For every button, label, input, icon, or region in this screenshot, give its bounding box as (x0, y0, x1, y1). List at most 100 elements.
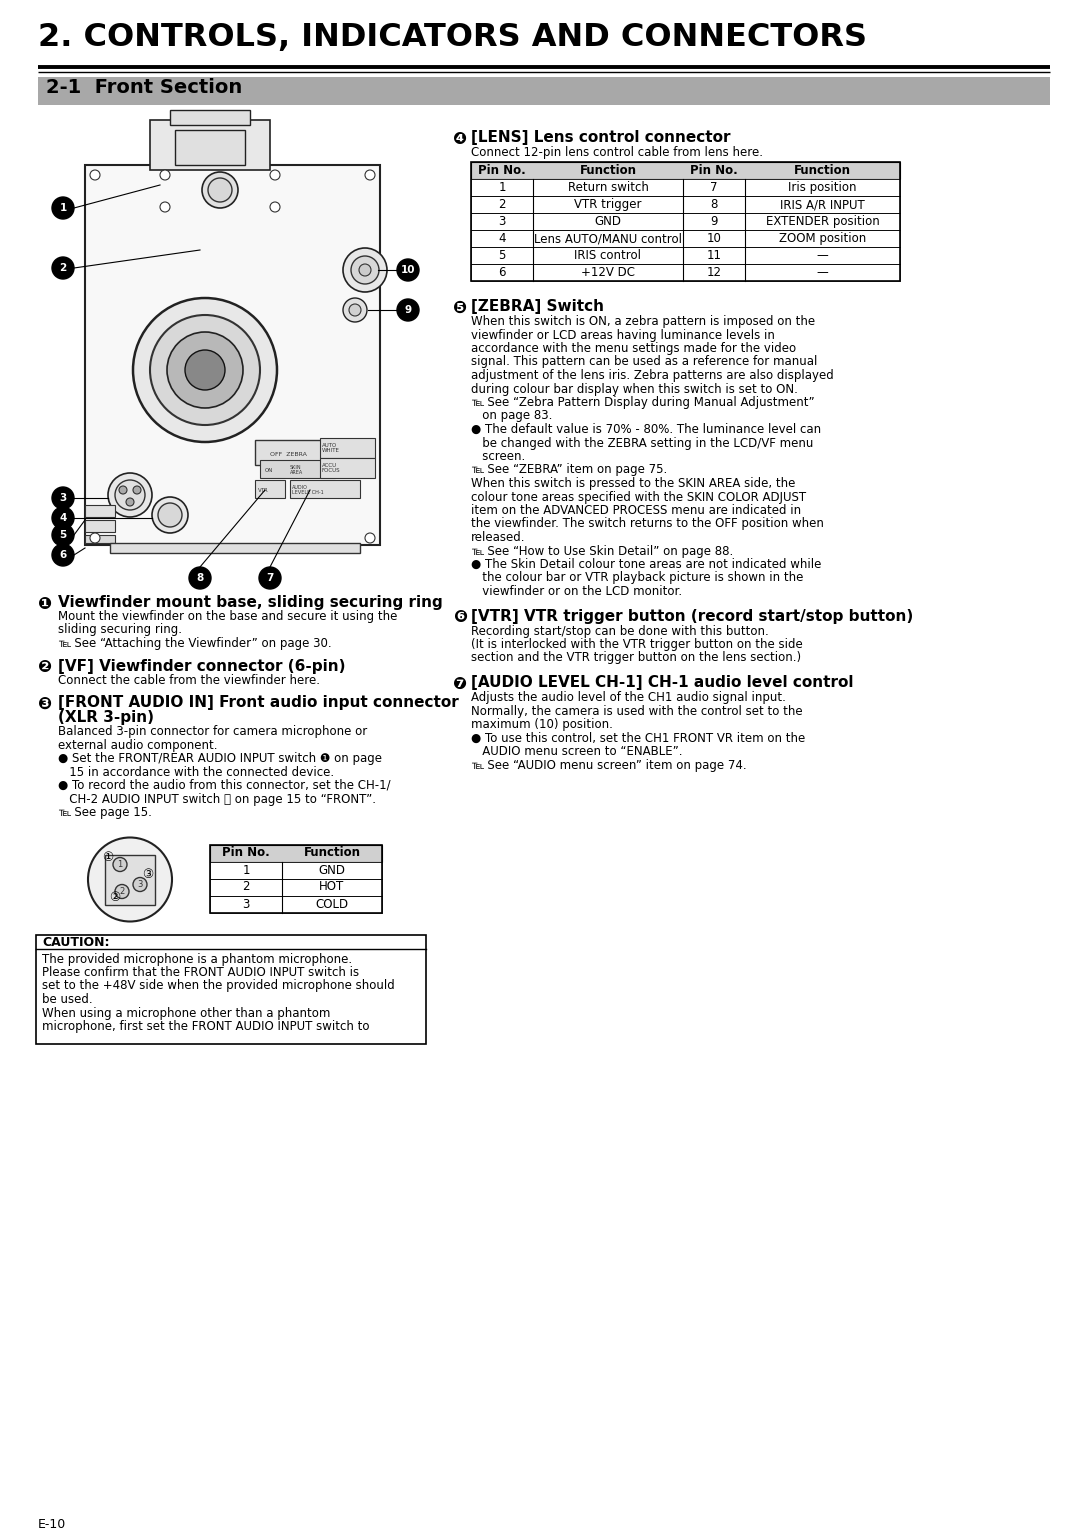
Circle shape (52, 507, 75, 529)
Text: 2. CONTROLS, INDICATORS AND CONNECTORS: 2. CONTROLS, INDICATORS AND CONNECTORS (38, 21, 867, 53)
Text: ● The Skin Detail colour tone areas are not indicated while: ● The Skin Detail colour tone areas are … (471, 558, 822, 571)
Circle shape (259, 567, 281, 588)
Text: Function: Function (794, 163, 851, 177)
Text: on page 83.: on page 83. (471, 410, 552, 423)
Circle shape (158, 503, 183, 527)
Circle shape (351, 257, 379, 284)
Bar (471, 196, 900, 212)
Circle shape (349, 304, 361, 316)
Text: screen.: screen. (471, 451, 525, 463)
Circle shape (52, 257, 75, 280)
Text: Mount the viewfinder on the base and secure it using the: Mount the viewfinder on the base and sec… (58, 610, 397, 623)
Bar (210, 845, 382, 862)
Circle shape (52, 544, 75, 565)
Circle shape (359, 264, 372, 277)
Text: 8: 8 (711, 199, 718, 211)
Text: during colour bar display when this switch is set to ON.: during colour bar display when this swit… (471, 382, 798, 396)
Text: ZOOM position: ZOOM position (779, 232, 866, 244)
Text: maximum (10) position.: maximum (10) position. (471, 718, 612, 730)
Text: 7: 7 (711, 180, 718, 194)
Text: the viewfinder. The switch returns to the OFF position when: the viewfinder. The switch returns to th… (471, 518, 824, 530)
Bar (36, 935, 426, 1044)
Text: 2: 2 (498, 199, 505, 211)
Text: ❸: ❸ (38, 695, 52, 714)
Circle shape (202, 173, 238, 208)
Text: 4: 4 (498, 232, 505, 244)
Circle shape (343, 248, 387, 292)
Circle shape (90, 533, 100, 542)
Bar (471, 179, 900, 196)
Bar (255, 480, 285, 498)
Text: external audio component.: external audio component. (58, 738, 217, 752)
Circle shape (52, 197, 75, 219)
Text: Return switch: Return switch (568, 180, 648, 194)
Text: 1: 1 (498, 180, 505, 194)
Text: viewfinder or on the LCD monitor.: viewfinder or on the LCD monitor. (471, 585, 683, 597)
Text: GND: GND (319, 863, 346, 877)
Text: [AUDIO LEVEL CH-1] CH-1 audio level control: [AUDIO LEVEL CH-1] CH-1 audio level cont… (471, 675, 853, 691)
Bar (471, 231, 900, 248)
Text: Connect the cable from the viewfinder here.: Connect the cable from the viewfinder he… (58, 674, 320, 686)
Text: ❼: ❼ (453, 675, 468, 694)
Bar (471, 162, 900, 179)
Circle shape (108, 474, 152, 516)
Text: AUTO
WHITE: AUTO WHITE (322, 443, 340, 454)
Text: ℡ See “Zebra Pattern Display during Manual Adjustment”: ℡ See “Zebra Pattern Display during Manu… (471, 396, 814, 410)
Text: When this switch is ON, a zebra pattern is imposed on the: When this switch is ON, a zebra pattern … (471, 315, 815, 329)
Text: 9: 9 (404, 306, 411, 315)
Bar (85, 165, 380, 545)
Text: section and the VTR trigger button on the lens section.): section and the VTR trigger button on th… (471, 651, 801, 665)
Text: CH-2 AUDIO INPUT switch ⓙ on page 15 to “FRONT”.: CH-2 AUDIO INPUT switch ⓙ on page 15 to … (58, 793, 376, 805)
Text: The provided microphone is a phantom microphone.: The provided microphone is a phantom mic… (42, 952, 352, 966)
Circle shape (119, 486, 127, 494)
Text: ● To use this control, set the CH1 FRONT VR item on the: ● To use this control, set the CH1 FRONT… (471, 732, 806, 744)
Text: HOT: HOT (320, 880, 345, 894)
Bar (85, 520, 114, 532)
Text: Lens AUTO/MANU control: Lens AUTO/MANU control (534, 232, 681, 244)
Circle shape (52, 487, 75, 509)
Text: (XLR 3-pin): (XLR 3-pin) (58, 711, 154, 724)
Circle shape (160, 170, 170, 180)
Bar (210, 879, 382, 895)
Text: VTR trigger: VTR trigger (575, 199, 642, 211)
Text: GND: GND (594, 215, 621, 228)
Circle shape (133, 298, 276, 442)
Text: set to the +48V side when the provided microphone should: set to the +48V side when the provided m… (42, 979, 395, 993)
Circle shape (397, 260, 419, 281)
Bar (471, 212, 900, 231)
Text: be used.: be used. (42, 993, 93, 1005)
Circle shape (133, 486, 141, 494)
Text: 4: 4 (59, 513, 67, 523)
Circle shape (185, 350, 225, 390)
Text: OFF  ZEBRA: OFF ZEBRA (270, 452, 307, 457)
Text: SKIN
AREA: SKIN AREA (291, 465, 303, 475)
Text: 2: 2 (242, 880, 249, 894)
Text: ● To record the audio from this connector, set the CH-1/: ● To record the audio from this connecto… (58, 779, 391, 792)
Text: microphone, first set the FRONT AUDIO INPUT switch to: microphone, first set the FRONT AUDIO IN… (42, 1021, 369, 1033)
Circle shape (113, 857, 127, 871)
Text: 6: 6 (59, 550, 67, 559)
Text: ℡ See “Attaching the Viewfinder” on page 30.: ℡ See “Attaching the Viewfinder” on page… (58, 637, 332, 649)
Text: EXTENDER position: EXTENDER position (766, 215, 879, 228)
Bar (320, 439, 375, 458)
Text: Iris position: Iris position (788, 180, 856, 194)
Text: When using a microphone other than a phantom: When using a microphone other than a pha… (42, 1007, 330, 1019)
Text: ❹: ❹ (453, 130, 468, 148)
Text: ● Set the FRONT/REAR AUDIO INPUT switch ❶ on page: ● Set the FRONT/REAR AUDIO INPUT switch … (58, 752, 382, 766)
Text: Connect 12-pin lens control cable from lens here.: Connect 12-pin lens control cable from l… (471, 147, 762, 159)
Text: 1: 1 (59, 203, 67, 212)
Text: Balanced 3-pin connector for camera microphone or: Balanced 3-pin connector for camera micr… (58, 724, 367, 738)
Text: ℡ See “How to Use Skin Detail” on page 88.: ℡ See “How to Use Skin Detail” on page 8… (471, 544, 733, 558)
Text: ❺: ❺ (453, 299, 468, 316)
Text: [VTR] VTR trigger button (record start/stop button): [VTR] VTR trigger button (record start/s… (471, 608, 914, 623)
Bar (170, 110, 249, 125)
Text: [LENS] Lens control connector: [LENS] Lens control connector (471, 130, 730, 145)
Text: 7: 7 (267, 573, 273, 584)
Text: colour tone areas specified with the SKIN COLOR ADJUST: colour tone areas specified with the SKI… (471, 490, 806, 504)
Text: Pin No.: Pin No. (690, 163, 738, 177)
Text: 3: 3 (498, 215, 505, 228)
Circle shape (126, 498, 134, 506)
Text: AUDIO
LEVELE CH-1: AUDIO LEVELE CH-1 (292, 484, 324, 495)
Bar (320, 458, 375, 478)
Text: Recording start/stop can be done with this button.: Recording start/stop can be done with th… (471, 625, 769, 637)
